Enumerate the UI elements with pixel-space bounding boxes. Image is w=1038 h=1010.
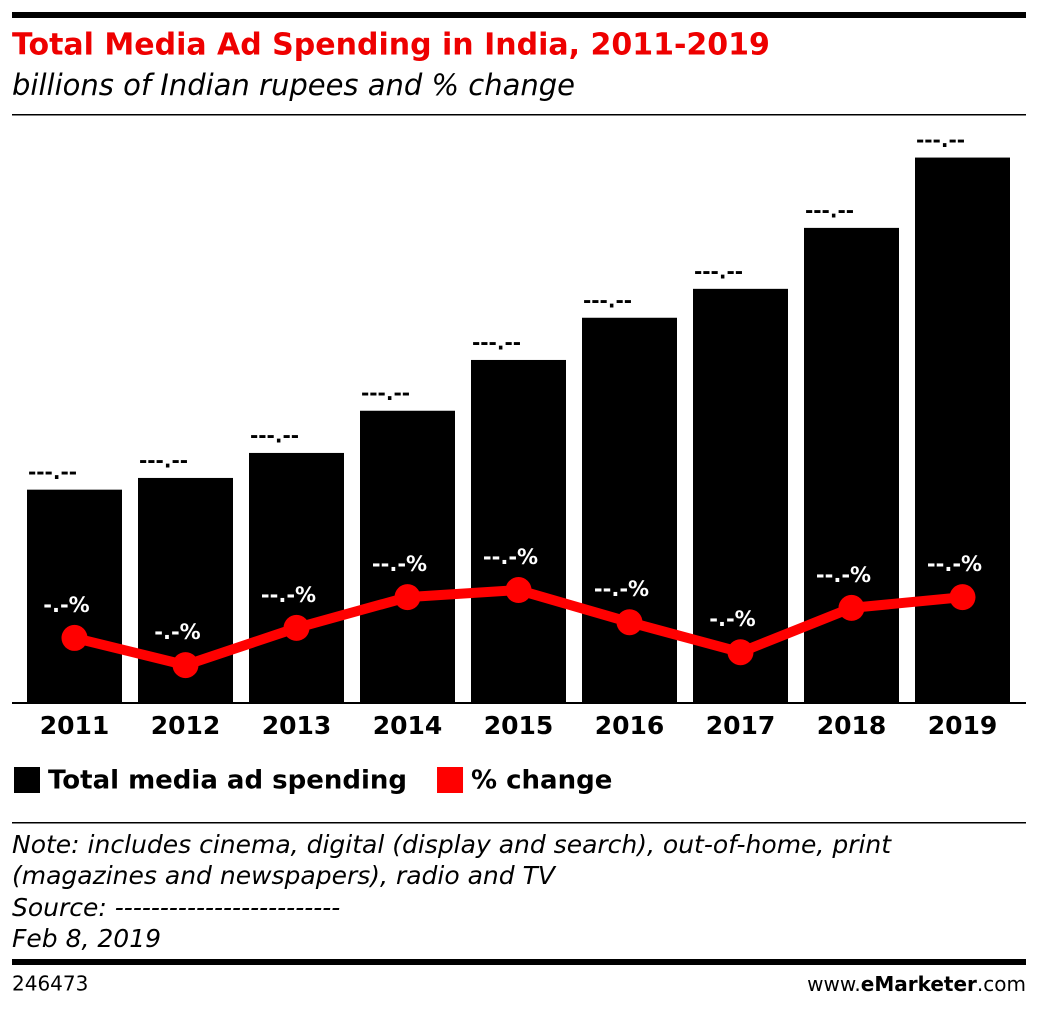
point-label: --.-%	[483, 545, 538, 569]
bar	[693, 288, 788, 703]
legend-swatch	[14, 767, 40, 793]
date: Feb 8, 2019	[12, 924, 161, 953]
legend-label: % change	[471, 766, 612, 796]
legend-label: Total media ad spending	[48, 766, 407, 796]
bar-label: ---.--	[472, 330, 521, 354]
x-tick-label: 2019	[928, 711, 998, 740]
point	[61, 624, 88, 651]
note: Note: includes cinema, digital (display …	[12, 830, 892, 859]
bar	[27, 489, 122, 703]
bar-label: ---.--	[916, 128, 965, 152]
bar-label: ---.--	[28, 460, 77, 484]
x-tick-label: 2017	[706, 711, 776, 740]
point-label: -.-%	[43, 593, 89, 617]
rule	[12, 114, 1026, 116]
point	[727, 639, 754, 666]
chart-subtitle: billions of Indian rupees and % change	[12, 68, 575, 102]
bar	[582, 317, 677, 703]
top-rule	[12, 12, 1026, 18]
point-label: --.-%	[927, 552, 982, 576]
x-tick-label: 2018	[817, 711, 887, 740]
point	[394, 584, 421, 611]
site: www.eMarketer.com	[807, 972, 1026, 996]
point-label: -.-%	[154, 620, 200, 644]
site-suffix: .com	[977, 972, 1026, 996]
note: (magazines and newspapers), radio and TV	[12, 861, 557, 890]
bar-label: ---.--	[361, 381, 410, 405]
point	[616, 609, 643, 636]
bar-label: ---.--	[250, 423, 299, 447]
bar	[915, 157, 1010, 703]
bottom-rule	[12, 959, 1026, 965]
point-label: --.-%	[594, 577, 649, 601]
x-tick-label: 2016	[595, 711, 665, 740]
bar-label: ---.--	[694, 259, 743, 283]
rule	[12, 822, 1026, 824]
bar-label: ---.--	[583, 288, 632, 312]
x-tick-label: 2012	[151, 711, 221, 740]
x-tick-label: 2015	[484, 711, 554, 740]
bar-label: ---.--	[139, 448, 188, 472]
point-label: -.-%	[709, 607, 755, 631]
site-prefix: www.	[807, 972, 861, 996]
point	[838, 594, 865, 621]
point	[505, 577, 532, 604]
point	[283, 614, 310, 641]
x-tick-label: 2014	[373, 711, 443, 740]
chart-id: 246473	[12, 972, 88, 996]
point	[949, 584, 976, 611]
bar	[471, 359, 566, 703]
source: Source: -------------------------	[12, 893, 340, 922]
point-label: --.-%	[816, 563, 871, 587]
bar	[249, 452, 344, 703]
x-tick-label: 2013	[262, 711, 332, 740]
bar-label: ---.--	[805, 198, 854, 222]
bar	[360, 410, 455, 703]
x-tick-label: 2011	[40, 711, 110, 740]
bar	[804, 227, 899, 704]
point-label: --.-%	[261, 583, 316, 607]
legend-swatch	[437, 767, 464, 793]
chart-title: Total Media Ad Spending in India, 2011-2…	[12, 28, 770, 63]
point-label: --.-%	[372, 552, 427, 576]
point	[172, 652, 199, 679]
site-brand: eMarketer	[861, 972, 977, 996]
